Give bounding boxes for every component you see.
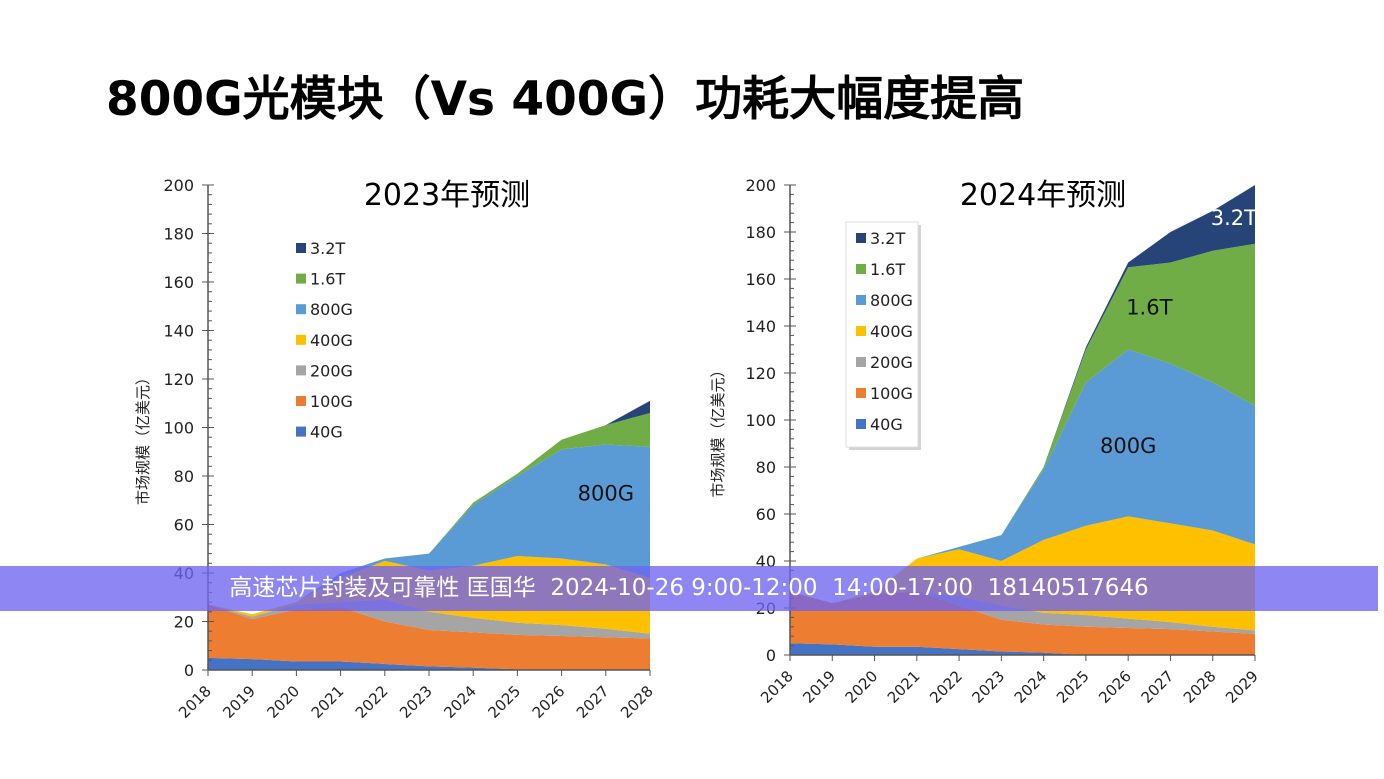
y-tick-label: 120 bbox=[163, 370, 194, 389]
legend-label-800G: 800G bbox=[310, 300, 353, 319]
x-tick-label: 2023 bbox=[396, 682, 436, 722]
legend-label-800G: 800G bbox=[870, 291, 913, 310]
x-tick-label: 2024 bbox=[1011, 667, 1051, 707]
y-tick-label: 160 bbox=[163, 273, 194, 292]
legend-swatch-100G bbox=[296, 396, 306, 406]
x-tick-label: 2021 bbox=[308, 682, 348, 722]
x-tick-label: 2028 bbox=[1180, 667, 1220, 707]
y-tick-label: 180 bbox=[163, 225, 194, 244]
legend-label-1.6T: 1.6T bbox=[870, 260, 905, 279]
y-tick-label: 180 bbox=[745, 223, 776, 242]
legend-swatch-3.2T bbox=[856, 233, 866, 243]
x-tick-label: 2024 bbox=[440, 682, 480, 722]
x-tick-label: 2027 bbox=[1138, 667, 1178, 707]
legend-label-200G: 200G bbox=[870, 353, 913, 372]
page-title: 800G光模块（Vs 400G）功耗大幅度提高 bbox=[106, 72, 1025, 127]
legend-swatch-1.6T bbox=[856, 264, 866, 274]
legend-swatch-200G bbox=[856, 357, 866, 367]
x-tick-label: 2023 bbox=[968, 667, 1008, 707]
y-tick-label: 100 bbox=[745, 411, 776, 430]
x-tick-label: 2018 bbox=[757, 667, 797, 707]
legend-label-3.2T: 3.2T bbox=[310, 239, 345, 258]
legend-swatch-40G bbox=[296, 426, 306, 437]
x-tick-label: 2026 bbox=[1095, 667, 1135, 707]
y-tick-label: 160 bbox=[745, 270, 776, 289]
chart-1: 0204060801001201401601802002018201920202… bbox=[709, 176, 1262, 707]
y-tick-label: 200 bbox=[745, 176, 776, 195]
x-tick-label: 2022 bbox=[352, 682, 392, 722]
data-label-800G: 800G bbox=[1100, 434, 1156, 458]
data-label-800G: 800G bbox=[578, 481, 634, 505]
legend-swatch-100G bbox=[856, 388, 866, 398]
x-tick-label: 2027 bbox=[573, 682, 613, 722]
legend-label-400G: 400G bbox=[310, 331, 353, 350]
y-tick-label: 200 bbox=[163, 176, 194, 195]
x-tick-label: 2028 bbox=[617, 682, 657, 722]
chart-0: 0204060801001201401601802002018201920202… bbox=[134, 176, 657, 722]
x-tick-label: 2026 bbox=[529, 682, 569, 722]
area-1.6T bbox=[790, 243, 1255, 604]
watermark-banner: 高速芯片封装及可靠性 匡国华 2024-10-26 9:00-12:00 14:… bbox=[0, 566, 1378, 611]
y-tick-label: 100 bbox=[163, 419, 194, 438]
legend-swatch-800G bbox=[856, 295, 866, 305]
area-800G bbox=[208, 444, 650, 615]
legend: 3.2T 1.6T 800G 400G 200G 100G 40G bbox=[845, 221, 921, 450]
legend-label-1.6T: 1.6T bbox=[310, 270, 345, 289]
legend-swatch-800G bbox=[296, 304, 306, 315]
legend-label-40G: 40G bbox=[310, 423, 343, 442]
legend-label-200G: 200G bbox=[310, 361, 353, 380]
area-40G bbox=[790, 643, 1255, 655]
legend-label-100G: 100G bbox=[310, 392, 353, 411]
y-tick-label: 60 bbox=[756, 505, 776, 524]
x-tick-label: 2019 bbox=[799, 667, 839, 707]
y-tick-label: 140 bbox=[745, 317, 776, 336]
legend-swatch-1.6T bbox=[296, 273, 306, 284]
x-tick-label: 2021 bbox=[884, 667, 924, 707]
area-200G bbox=[208, 599, 650, 639]
legend-label-100G: 100G bbox=[870, 384, 913, 403]
x-tick-label: 2020 bbox=[842, 667, 882, 707]
x-tick-label: 2025 bbox=[1053, 667, 1093, 707]
area-1.6T bbox=[208, 412, 650, 615]
area-800G bbox=[790, 349, 1255, 604]
legend-label-3.2T: 3.2T bbox=[870, 229, 905, 248]
area-3.2T bbox=[790, 185, 1255, 604]
legend-label-40G: 40G bbox=[870, 415, 903, 434]
x-tick-label: 2022 bbox=[926, 667, 966, 707]
legend-swatch-400G bbox=[856, 326, 866, 336]
y-tick-label: 60 bbox=[174, 516, 194, 535]
legend-swatch-40G bbox=[856, 419, 866, 429]
legend-swatch-400G bbox=[296, 334, 306, 345]
area-200G bbox=[790, 591, 1255, 634]
x-tick-label: 2019 bbox=[219, 682, 259, 722]
legend-swatch-200G bbox=[296, 365, 306, 376]
x-tick-label: 2025 bbox=[484, 682, 524, 722]
legend: 3.2T 1.6T 800G 400G 200G 100G 40G bbox=[296, 239, 353, 442]
data-label-3.2T: 3.2T bbox=[1211, 206, 1257, 230]
y-tick-label: 80 bbox=[174, 467, 194, 486]
y-axis-label: 市场规模（亿美元） bbox=[709, 362, 727, 497]
y-tick-label: 20 bbox=[174, 613, 194, 632]
data-label-1.6T: 1.6T bbox=[1126, 295, 1172, 319]
legend-label-400G: 400G bbox=[870, 322, 913, 341]
y-axis-label: 市场规模（亿美元） bbox=[134, 370, 152, 505]
area-100G bbox=[208, 604, 650, 670]
y-tick-label: 0 bbox=[766, 646, 776, 665]
y-tick-label: 120 bbox=[745, 364, 776, 383]
x-tick-label: 2018 bbox=[175, 682, 215, 722]
area-40G bbox=[208, 657, 650, 670]
y-tick-label: 80 bbox=[756, 458, 776, 477]
chart-title: 2023年预测 bbox=[364, 178, 530, 213]
legend-swatch-3.2T bbox=[296, 243, 306, 253]
x-tick-label: 2029 bbox=[1222, 667, 1262, 707]
chart-title: 2024年预测 bbox=[960, 178, 1126, 213]
x-tick-label: 2020 bbox=[263, 682, 303, 722]
y-tick-label: 0 bbox=[184, 661, 194, 680]
y-tick-label: 140 bbox=[163, 322, 194, 341]
